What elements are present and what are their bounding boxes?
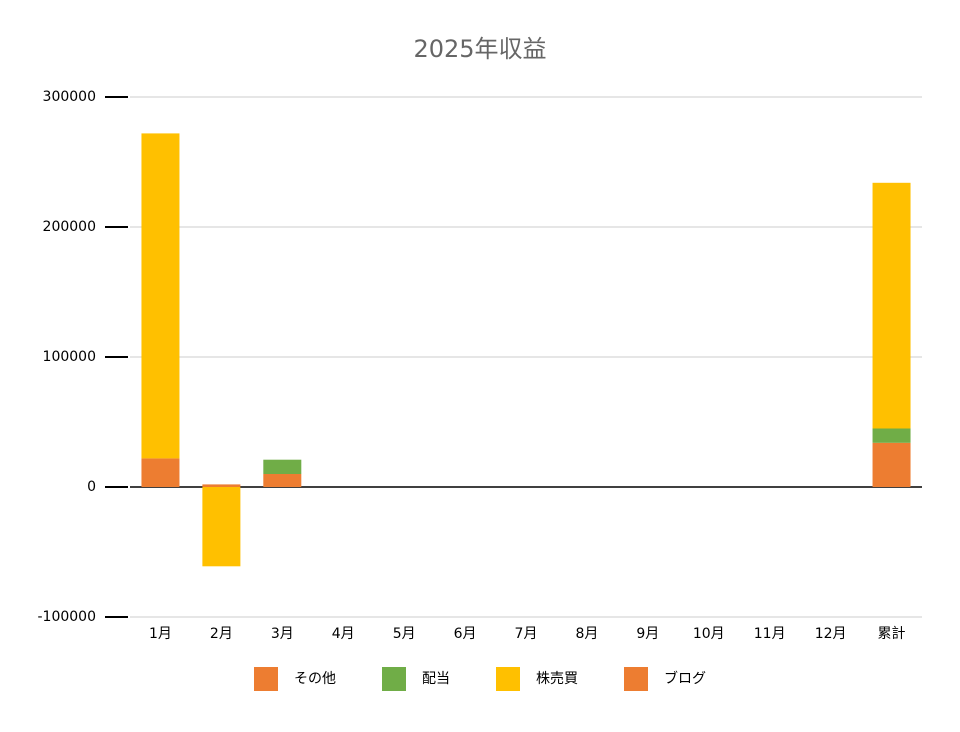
bar xyxy=(141,133,180,459)
y-tick-label: 200000 xyxy=(43,219,96,235)
bar xyxy=(872,428,911,443)
bar xyxy=(202,484,241,487)
bar xyxy=(263,459,302,474)
x-tick-label: 12月 xyxy=(815,626,847,642)
x-tick-label: 6月 xyxy=(454,626,477,642)
x-tick-label: 1月 xyxy=(149,626,172,642)
bar xyxy=(141,458,180,487)
x-tick-label: 10月 xyxy=(693,626,725,642)
x-tick-label: 4月 xyxy=(332,626,355,642)
bar xyxy=(263,474,302,487)
x-tick-label: 7月 xyxy=(515,626,538,642)
chart-title: 2025年収益 xyxy=(413,35,546,63)
y-tick-label: 300000 xyxy=(43,89,96,105)
legend-label: 株売買 xyxy=(536,671,578,687)
legend-label: その他 xyxy=(294,671,336,687)
legend-swatch xyxy=(496,667,520,691)
y-tick-label: -100000 xyxy=(38,609,97,625)
x-tick-label: 5月 xyxy=(393,626,416,642)
legend-swatch xyxy=(382,667,406,691)
legend-swatch xyxy=(624,667,648,691)
bar xyxy=(872,442,911,487)
y-tick-label: 0 xyxy=(87,479,96,495)
y-tick-label: 100000 xyxy=(43,349,96,365)
bar xyxy=(202,487,241,567)
x-tick-label: 2月 xyxy=(210,626,233,642)
x-tick-label: 8月 xyxy=(575,626,598,642)
legend-label: ブログ xyxy=(664,670,706,687)
x-tick-label: 11月 xyxy=(754,626,786,642)
bar xyxy=(872,182,911,429)
x-tick-label: 9月 xyxy=(636,626,659,642)
x-tick-label: 3月 xyxy=(271,626,294,642)
legend-label: 配当 xyxy=(422,671,450,687)
x-tick-label: 累計 xyxy=(878,626,906,642)
legend-swatch xyxy=(254,667,278,691)
